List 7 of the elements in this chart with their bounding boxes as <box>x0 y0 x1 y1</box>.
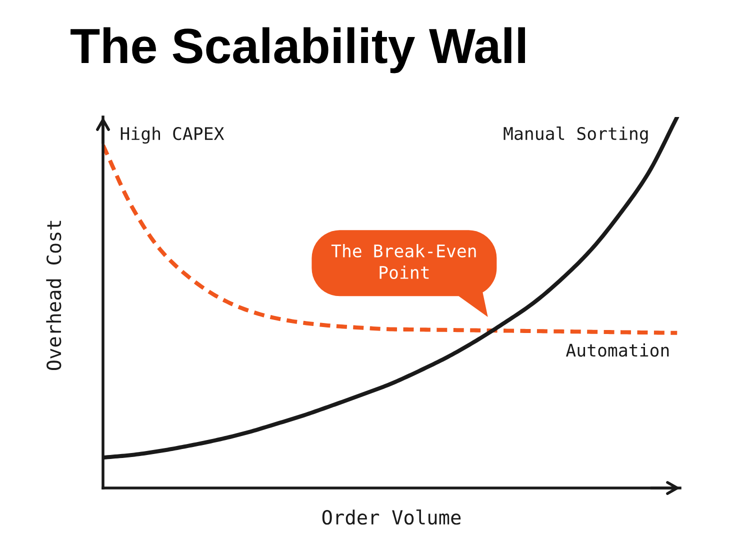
annotation: The Break-Even Point <box>331 244 476 280</box>
series-label: Automation <box>566 343 669 357</box>
series-label: Manual Sorting <box>504 126 648 144</box>
y-axis-title: Overhead Cost <box>46 220 62 370</box>
chart-title: The Scalability Wall <box>70 27 525 74</box>
x-axis-title: Order Volume <box>322 510 461 525</box>
annotation: High CAPEX <box>120 126 224 144</box>
